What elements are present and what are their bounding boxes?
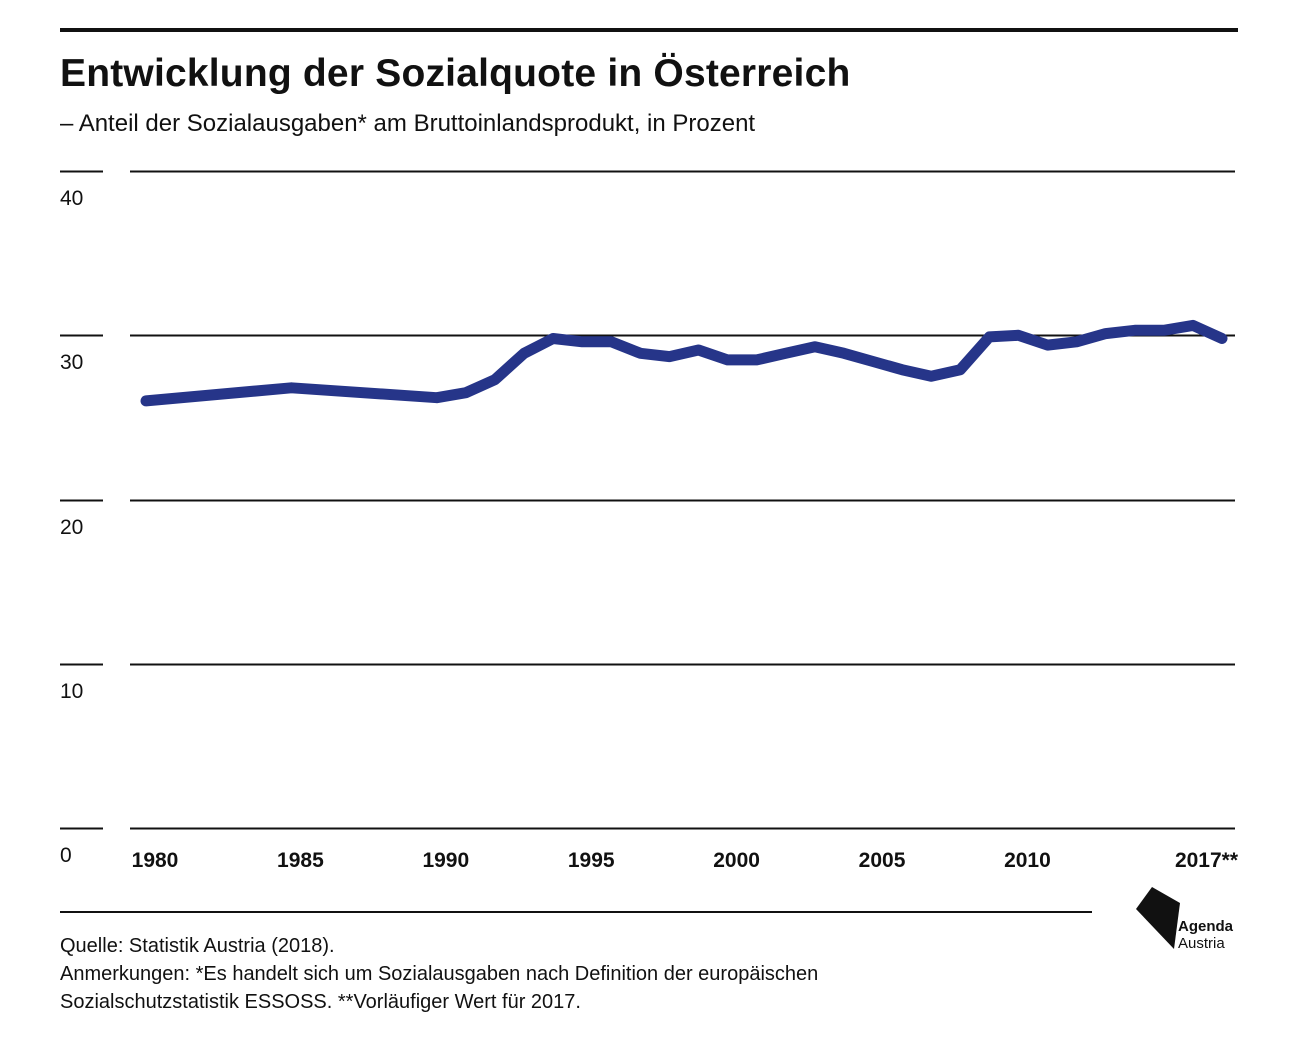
y-tick-label-40: 40 [60, 187, 83, 210]
agenda-austria-logo-icon [1136, 887, 1180, 949]
x-tick-label-1985: 1985 [277, 849, 324, 872]
gridlines [60, 170, 1235, 830]
x-axis-tick-labels: 1980 1985 1990 1995 2000 2005 2010 2017** [132, 849, 1239, 872]
x-tick-label-2005: 2005 [859, 849, 906, 872]
y-tick-label-20: 20 [60, 516, 83, 539]
logo-text-agenda: Agenda [1178, 918, 1234, 935]
y-tick-label-30: 30 [60, 351, 83, 374]
logo-text-austria: Austria [1178, 935, 1225, 952]
x-tick-label-1995: 1995 [568, 849, 615, 872]
logo-text: Agenda Austria [1178, 918, 1233, 952]
footer-rule [60, 911, 1092, 913]
x-tick-label-1980: 1980 [132, 849, 179, 872]
series-line-0 [140, 319, 1228, 407]
data-series [140, 319, 1228, 407]
y-tick-label-0: 0 [60, 844, 72, 867]
annotation-note-line-1: Anmerkungen: *Es handelt sich um Soziala… [60, 963, 819, 985]
footer-notes: Quelle: Statistik Austria (2018). Anmerk… [60, 932, 818, 1016]
y-axis-tick-labels: 0 10 20 30 40 [60, 187, 83, 867]
top-rule [60, 28, 1238, 32]
annotation-note-line-2: Sozialschutzstatistik ESSOSS. **Vorläufi… [60, 991, 581, 1013]
source-note: Quelle: Statistik Austria (2018). [60, 935, 335, 957]
chart-subtitle: – Anteil der Sozialausgaben* am Bruttoin… [60, 110, 756, 137]
chart-title: Entwicklung der Sozialquote in Österreic… [60, 52, 851, 95]
x-tick-label-2000: 2000 [713, 849, 760, 872]
x-tick-label-2010: 2010 [1004, 849, 1051, 872]
x-tick-label-1990: 1990 [422, 849, 469, 872]
y-tick-label-10: 10 [60, 680, 83, 703]
x-tick-label-2017: 2017** [1175, 849, 1239, 872]
